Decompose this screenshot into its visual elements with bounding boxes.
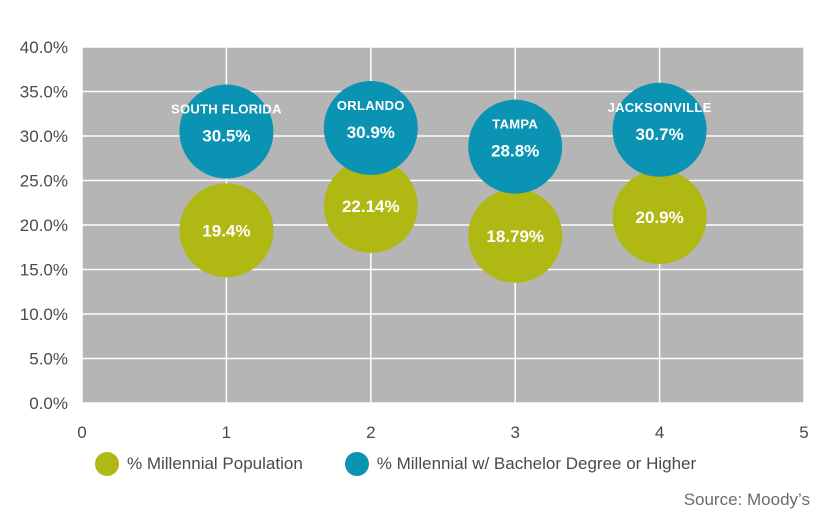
legend-item-millennial-population: % Millennial Population [95,452,303,476]
x-tick-label: 1 [222,423,231,442]
source-note: Source: Moody’s [683,490,810,509]
data-label: 30.9% [347,123,395,142]
y-tick-label: 5.0% [29,350,68,369]
legend-label: % Millennial w/ Bachelor Degree or Highe… [376,454,697,473]
legend-swatch-blue [344,452,369,476]
y-tick-label: 0.0% [29,394,68,413]
point-bachelor-degree [323,80,418,175]
data-label: 30.5% [202,127,250,146]
chart-legend: % Millennial Population % Millennial w/ … [95,452,738,476]
category-label: JACKSONVILLE [608,100,712,115]
data-label: 19.4% [202,221,250,240]
category-label: SOUTH FLORIDA [171,102,282,117]
data-label: 22.14% [342,197,400,216]
data-label: 28.8% [491,142,539,161]
y-tick-label: 15.0% [20,261,68,280]
legend-item-bachelor-degree: % Millennial w/ Bachelor Degree or Highe… [344,452,697,476]
data-label: 30.7% [635,125,683,144]
x-tick-label: 2 [366,423,375,442]
legend-label: % Millennial Population [127,454,303,473]
y-tick-label: 25.0% [20,172,68,191]
point-bachelor-degree [468,99,563,194]
point-millennial-population [468,188,563,283]
y-tick-label: 30.0% [20,127,68,146]
y-tick-label: 35.0% [20,83,68,102]
x-tick-label: 0 [77,423,86,442]
x-tick-label: 4 [655,423,664,442]
point-bachelor-degree [179,84,274,179]
data-label: 20.9% [635,208,683,227]
y-tick-label: 10.0% [20,305,68,324]
x-tick-label: 5 [799,423,808,442]
x-tick-label: 3 [510,423,519,442]
category-label: ORLANDO [337,98,405,113]
legend-swatch-green [95,452,119,476]
y-tick-label: 40.0% [20,38,68,57]
data-label: 18.79% [486,227,544,246]
point-millennial-population [612,169,707,264]
y-tick-label: 20.0% [20,216,68,235]
point-millennial-population [323,158,418,253]
point-bachelor-degree [612,82,707,177]
point-millennial-population [179,183,274,278]
category-label: TAMPA [492,117,538,132]
